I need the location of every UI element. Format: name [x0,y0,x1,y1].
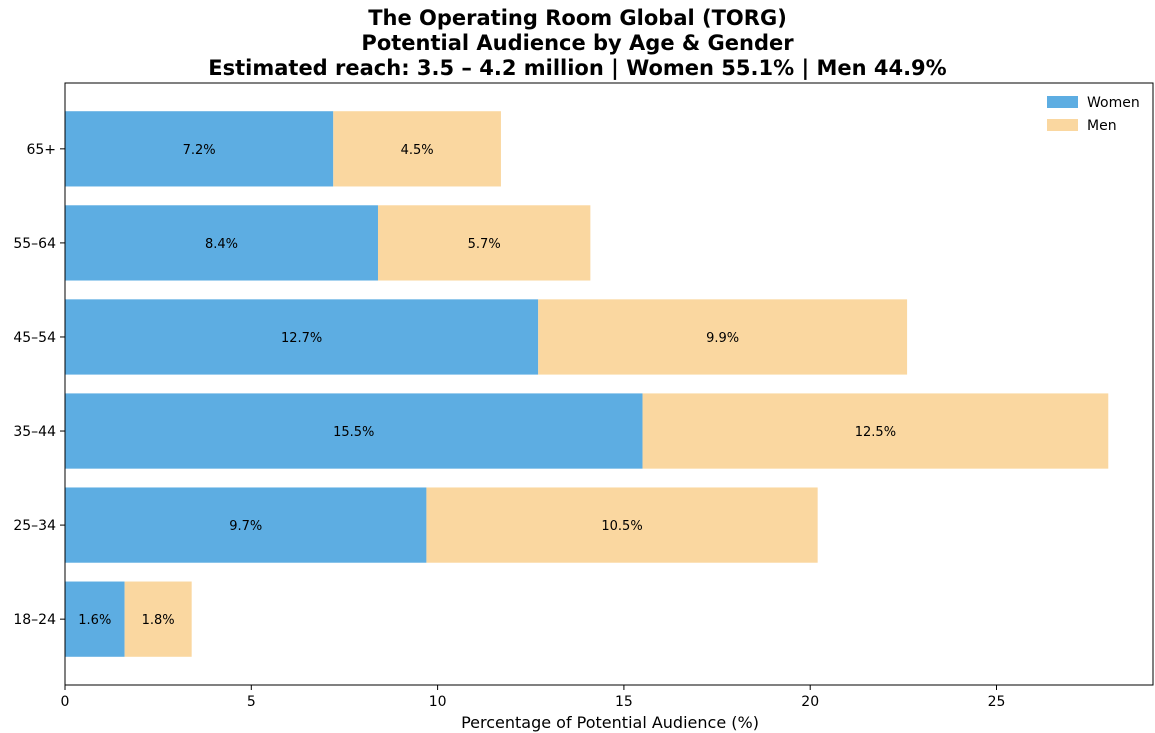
bar-label-men-5: 4.5% [401,143,434,158]
y-tick-label-4: 55–64 [13,236,56,252]
bar-label-women-0: 1.6% [78,613,111,628]
bar-label-men-3: 9.9% [706,331,739,346]
x-tick-label-4: 20 [801,694,819,710]
bar-women-5 [65,111,334,187]
x-tick-label-1: 5 [247,694,256,710]
bar-men-2 [642,393,1109,469]
bar-women-3 [65,299,539,375]
legend-label-women: Women [1087,95,1140,111]
chart-title-line-3: Estimated reach: 3.5 – 4.2 million | Wom… [208,56,947,80]
legend-label-men: Men [1087,118,1117,134]
bar-women-2 [65,393,643,469]
bar-women-0 [65,581,125,657]
chart-title-line-1: The Operating Room Global (TORG) [368,6,787,30]
plot-frame [64,82,1154,686]
bar-label-women-4: 8.4% [205,237,238,252]
bar-women-1 [65,487,427,563]
chart-title-line-2: Potential Audience by Age & Gender [361,31,794,55]
y-tick-label-3: 45–54 [13,330,56,346]
bar-label-women-5: 7.2% [183,143,216,158]
bar-men-5 [333,111,501,187]
legend-swatch-women [1047,96,1078,108]
bars-layer: 1.6% 1.8% 9.7% 10.5% 15.5% 12.5% 12.7% 9.9% 8.4%… [65,111,1109,657]
bar-men-1 [426,487,818,563]
bar-label-women-1: 9.7% [229,519,262,534]
legend: Women Men [1047,95,1140,134]
bar-women-4 [65,205,378,281]
y-tick-label-2: 35–44 [13,424,56,440]
y-tick-label-1: 25–34 [13,518,56,534]
x-tick-label-0: 0 [61,694,70,710]
legend-swatch-men [1047,119,1078,131]
x-tick-label-3: 15 [615,694,633,710]
bar-label-men-2: 12.5% [855,425,896,440]
x-tick-label-2: 10 [429,694,447,710]
y-tick-label-0: 18–24 [13,612,56,628]
bar-label-men-1: 10.5% [601,519,642,534]
bar-label-men-0: 1.8% [142,613,175,628]
bar-men-4 [377,205,591,281]
bar-men-3 [538,299,908,375]
x-axis-label: Percentage of Potential Audience (%) [461,713,759,732]
x-tick-label-5: 25 [988,694,1006,710]
bar-label-women-3: 12.7% [281,331,322,346]
y-tick-label-5: 65+ [26,142,56,158]
bar-men-0 [124,581,192,657]
bar-label-women-2: 15.5% [333,425,374,440]
axis-layer: 0 5 10 15 20 25 18–24 25–34 35–44 45–54 55–64 65+ [13,82,1154,710]
bar-label-men-4: 5.7% [468,237,501,252]
